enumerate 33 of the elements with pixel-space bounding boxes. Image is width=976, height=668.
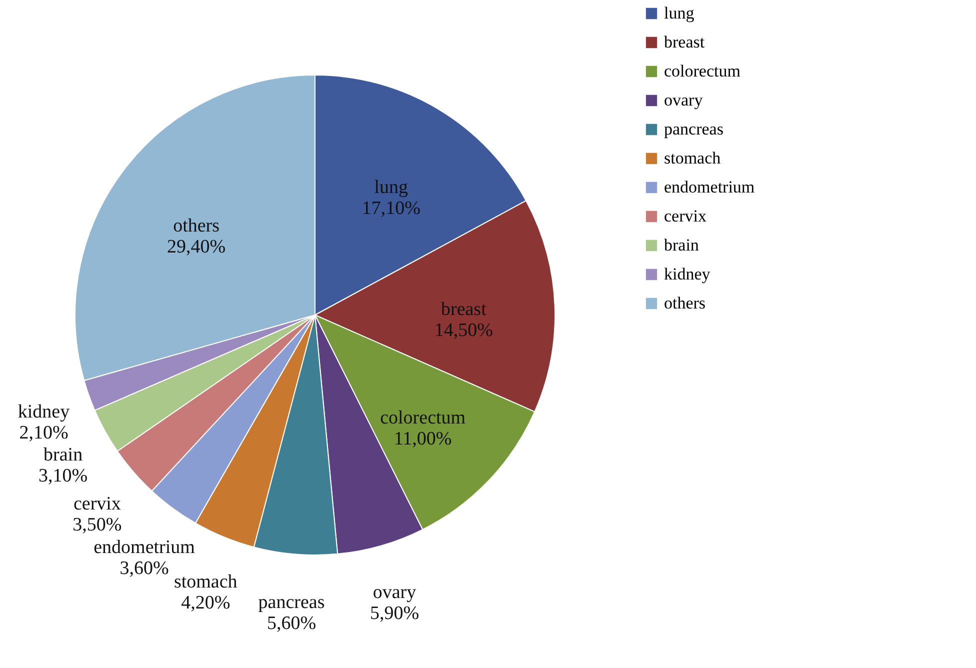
legend-label: endometrium <box>664 178 755 196</box>
legend-label: colorectum <box>664 62 740 80</box>
legend-label: stomach <box>664 148 722 168</box>
slice-label: others <box>173 215 220 236</box>
data-label: 3,10% <box>38 466 88 487</box>
legend-label: cervix <box>664 206 707 226</box>
legend-label: lung <box>664 4 695 22</box>
legend-label: pancreas <box>664 120 724 138</box>
legend-label: others <box>664 294 706 312</box>
legend-label: breast <box>664 32 705 52</box>
data-label: 14,50% <box>434 320 494 341</box>
data-label: 5,60% <box>266 613 316 634</box>
data-label: 4,20% <box>181 592 230 614</box>
slice-label: endometrium <box>94 536 196 558</box>
slice-label: ovary <box>372 582 417 603</box>
legend-label: brain <box>664 236 700 254</box>
data-label: 17,10% <box>362 198 421 220</box>
data-label: 3,60% <box>120 558 169 579</box>
data-label: 11,00% <box>394 428 452 450</box>
slice-label: lung <box>374 177 409 198</box>
legend-label: ovary <box>664 90 704 110</box>
slice-label: breast <box>440 298 488 320</box>
legend-label: kidney <box>664 264 711 284</box>
data-label: 5,90% <box>370 602 420 624</box>
data-label: 3,50% <box>72 514 122 536</box>
data-label: 29,40% <box>167 236 226 258</box>
slice-label: cervix <box>73 493 122 514</box>
slice-label: stomach <box>174 571 238 592</box>
data-label: 2,10% <box>19 422 68 444</box>
slice-label: pancreas <box>258 592 325 614</box>
slice-label: brain <box>44 444 84 466</box>
slice-label: colorectum <box>380 408 466 429</box>
slice-label: kidney <box>18 402 70 423</box>
